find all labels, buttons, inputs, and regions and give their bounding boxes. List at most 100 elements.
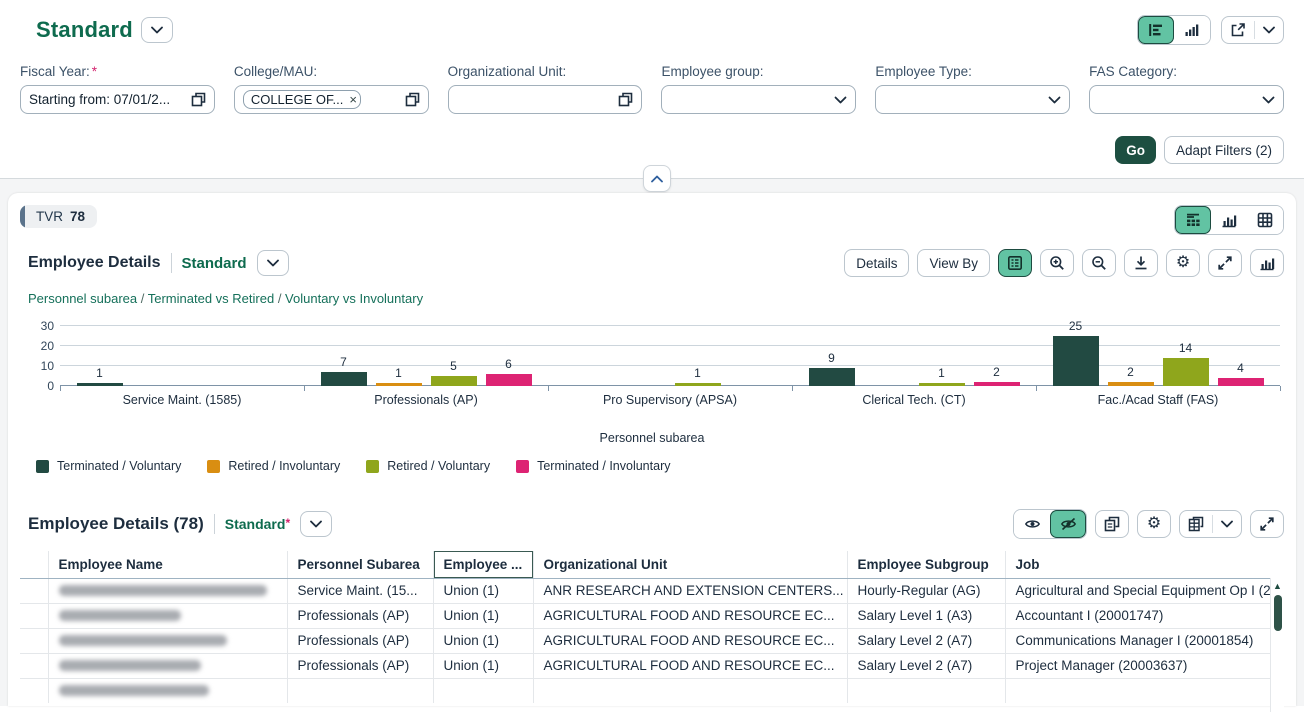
export-menu-button[interactable] — [1179, 510, 1242, 538]
breadcrumb-link[interactable]: Terminated vs Retired — [148, 291, 274, 306]
row-selector-cell[interactable] — [20, 678, 48, 703]
breadcrumb-link[interactable]: Voluntary vs Involuntary — [285, 291, 423, 306]
chart-settings-button[interactable]: ⚙ — [1166, 249, 1200, 277]
fiscal-year-input[interactable]: Starting from: 07/01/2... — [20, 85, 215, 114]
breadcrumb-separator: / — [137, 291, 148, 306]
value-help-icon[interactable] — [191, 92, 206, 107]
bar-value-label: 1 — [371, 366, 426, 380]
legend-item[interactable]: Terminated / Voluntary — [36, 459, 181, 473]
col-employee[interactable]: Employee ... — [433, 551, 533, 578]
bar[interactable] — [77, 383, 123, 386]
row-selector-cell[interactable] — [20, 653, 48, 678]
share-menu-button[interactable] — [1221, 16, 1284, 44]
chevron-down-icon[interactable] — [1213, 511, 1241, 537]
table-row[interactable]: Service Maint. (15...Union (1)ANR RESEAR… — [20, 578, 1270, 603]
fullscreen-icon — [1217, 255, 1233, 271]
fiscal-year-value: Starting from: 07/01/2... — [29, 92, 185, 107]
row-selector-cell[interactable] — [20, 578, 48, 603]
table-row[interactable]: Professionals (AP)Union (1)AGRICULTURAL … — [20, 603, 1270, 628]
content-area: TVR 78 — [0, 179, 1304, 706]
breadcrumb-link[interactable]: Personnel subarea — [28, 291, 137, 306]
table-variant-selector-button[interactable] — [300, 511, 332, 537]
export-table-icon[interactable] — [1180, 511, 1212, 537]
table-scrollbar[interactable]: ▲ — [1270, 578, 1284, 712]
organizational-unit-cell: ANR RESEARCH AND EXTENSION CENTERS... — [533, 578, 847, 603]
bar[interactable] — [974, 382, 1020, 386]
bar[interactable] — [486, 374, 532, 386]
college-mau-input[interactable]: COLLEGE OF... × — [234, 85, 429, 114]
employee-group-select[interactable] — [661, 85, 856, 114]
row-selector-cell[interactable] — [20, 628, 48, 653]
organizational-unit-cell: AGRICULTURAL FOOD AND RESOURCE EC... — [533, 628, 847, 653]
bar[interactable] — [1218, 378, 1264, 386]
details-button[interactable]: Details — [844, 249, 909, 277]
chevron-down-icon — [267, 259, 279, 267]
chart-y-axis: 0102030 — [24, 326, 60, 386]
table-variant-label[interactable]: Standard* — [225, 516, 290, 532]
col-employee-subgroup[interactable]: Employee Subgroup — [847, 551, 1005, 578]
bar[interactable] — [809, 368, 855, 386]
value-help-icon[interactable] — [618, 92, 633, 107]
table-row[interactable]: Professionals (AP)Union (1)AGRICULTURAL … — [20, 628, 1270, 653]
bar[interactable] — [1163, 358, 1209, 386]
share-icon[interactable] — [1222, 17, 1254, 43]
table-fullscreen-button[interactable] — [1250, 510, 1284, 538]
list-view-button[interactable] — [1138, 16, 1174, 44]
chart-type-button[interactable] — [1250, 249, 1284, 277]
variant-selector-button[interactable] — [141, 17, 173, 43]
kpi-chip-tvr[interactable]: TVR 78 — [20, 205, 97, 228]
chevron-down-icon[interactable] — [834, 96, 847, 104]
copy-button[interactable] — [1095, 510, 1129, 538]
table-only-view-button[interactable] — [1247, 206, 1283, 234]
row-selector-header[interactable] — [20, 551, 48, 578]
legend-item[interactable]: Retired / Involuntary — [207, 459, 340, 473]
adapt-filters-button[interactable]: Adapt Filters (2) — [1164, 136, 1284, 164]
chart-view-button[interactable] — [1174, 16, 1210, 44]
chart-variant-selector-button[interactable] — [257, 250, 289, 276]
table-row[interactable]: Professionals (AP)Union (1)AGRICULTURAL … — [20, 653, 1270, 678]
organizational-unit-input[interactable] — [448, 85, 643, 114]
col-employee-name[interactable]: Employee Name — [48, 551, 287, 578]
bar-slot: 5 — [426, 376, 481, 386]
go-button[interactable]: Go — [1115, 136, 1156, 164]
scrollbar-thumb[interactable] — [1274, 595, 1282, 631]
legend-item[interactable]: Terminated / Involuntary — [516, 459, 670, 473]
row-selector-cell[interactable] — [20, 603, 48, 628]
chart-fullscreen-button[interactable] — [1208, 249, 1242, 277]
zoom-out-button[interactable] — [1082, 249, 1116, 277]
bar[interactable] — [1108, 382, 1154, 386]
legend-toggle-button[interactable] — [998, 249, 1032, 277]
bar[interactable] — [431, 376, 477, 386]
col-personnel-subarea[interactable]: Personnel Subarea — [287, 551, 433, 578]
hide-names-button[interactable] — [1050, 510, 1086, 538]
collapse-filterbar-button[interactable] — [643, 165, 671, 192]
fas-category-select[interactable] — [1089, 85, 1284, 114]
table-row[interactable] — [20, 678, 1270, 703]
scroll-up-icon[interactable]: ▲ — [1273, 581, 1282, 591]
download-button[interactable] — [1124, 249, 1158, 277]
chevron-down-icon[interactable] — [1048, 96, 1061, 104]
filter-token[interactable]: COLLEGE OF... × — [243, 90, 361, 109]
col-job[interactable]: Job — [1005, 551, 1270, 578]
bar[interactable] — [1053, 336, 1099, 386]
show-names-button[interactable] — [1014, 510, 1050, 538]
chevron-down-icon[interactable] — [1262, 96, 1275, 104]
bar-slot: 1 — [72, 383, 127, 386]
bar[interactable] — [376, 383, 422, 386]
chevron-down-icon[interactable] — [1255, 17, 1283, 43]
employee-type-select[interactable] — [875, 85, 1070, 114]
token-remove-icon[interactable]: × — [349, 92, 357, 107]
bar[interactable] — [919, 383, 965, 386]
col-organizational-unit[interactable]: Organizational Unit — [533, 551, 847, 578]
chart-only-view-button[interactable] — [1211, 206, 1247, 234]
bar[interactable] — [675, 383, 721, 386]
chart-table-view-button[interactable] — [1175, 206, 1211, 234]
view-by-button[interactable]: View By — [917, 249, 990, 277]
value-help-icon[interactable] — [405, 92, 420, 107]
table-settings-button[interactable]: ⚙ — [1137, 510, 1171, 538]
bar-value-label: 4 — [1213, 361, 1268, 375]
bar[interactable] — [321, 372, 367, 386]
zoom-in-button[interactable] — [1040, 249, 1074, 277]
chart-variant-label[interactable]: Standard — [182, 255, 247, 272]
legend-item[interactable]: Retired / Voluntary — [366, 459, 490, 473]
